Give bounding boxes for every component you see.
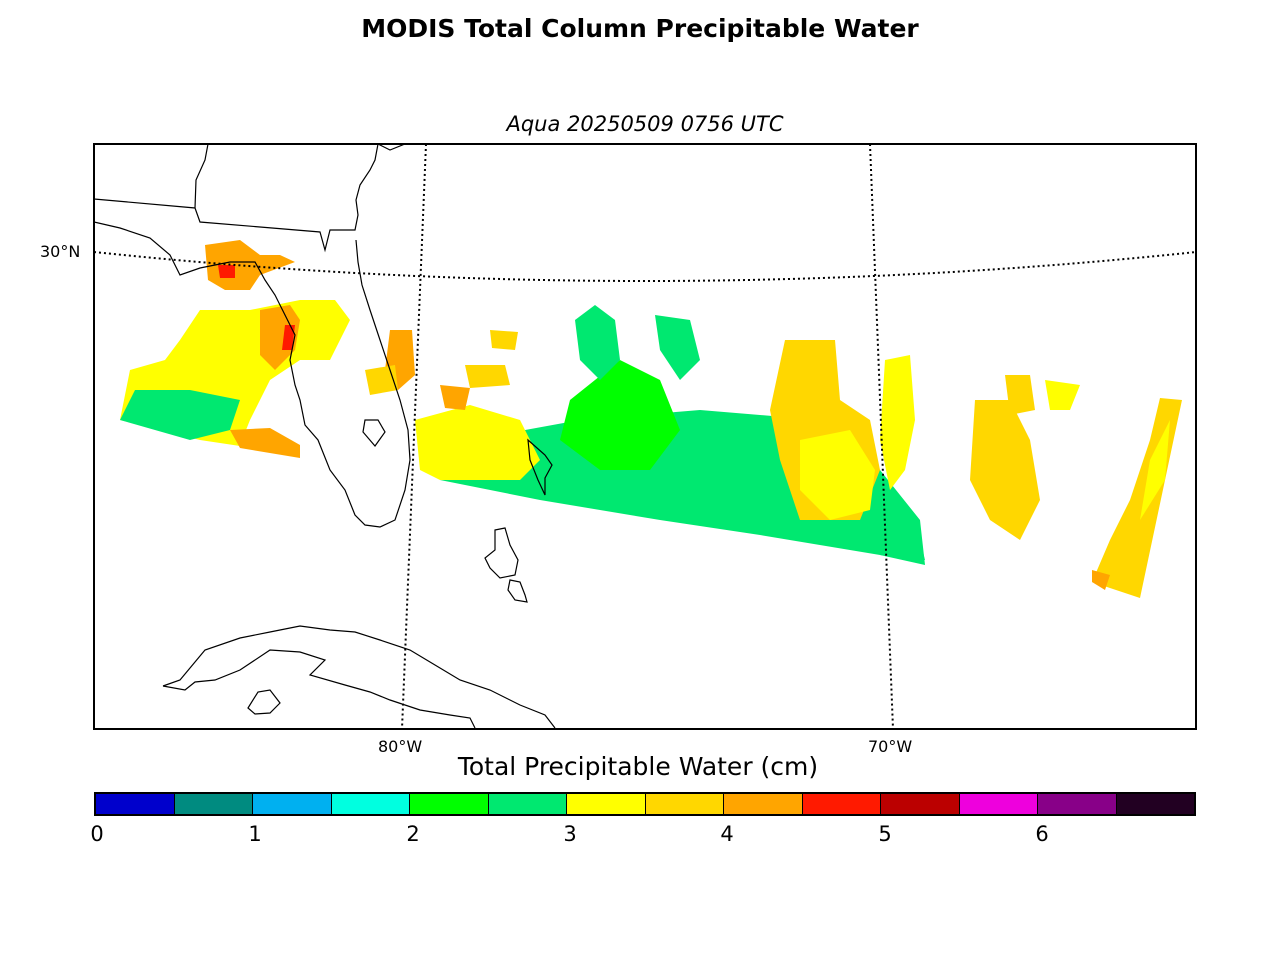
gulf-orange-region	[260, 305, 300, 370]
colorbar-segment	[645, 794, 724, 814]
gulf-orange-south	[230, 428, 300, 458]
swath-yellow-east-3	[1005, 375, 1035, 415]
lon-label-80w: 80°W	[378, 737, 423, 756]
colorbar-tick-2: 2	[406, 822, 420, 846]
gulf-red-spot	[282, 325, 295, 350]
colorbar-segment	[802, 794, 881, 814]
colorbar-segment	[488, 794, 567, 814]
gulf-green-region	[120, 390, 240, 440]
colorbar-title: Total Precipitable Water (cm)	[457, 752, 819, 781]
bahamas-gold-patch-2	[490, 330, 518, 350]
chart-title: MODIS Total Column Precipitable Water	[361, 14, 919, 43]
colorbar-tick-6: 6	[1035, 822, 1049, 846]
swath-green-strip	[655, 315, 700, 380]
colorbar-segment	[724, 794, 803, 814]
swath-yellow-east-2	[970, 400, 1040, 540]
swath-east-strip-orange	[1092, 570, 1110, 590]
colorbar-segment	[331, 794, 410, 814]
swath-orange-west	[440, 385, 470, 410]
map-frame	[93, 143, 1197, 730]
colorbar-segment	[410, 794, 489, 814]
colorbar-segment	[96, 794, 175, 814]
lat-label-30n: 30°N	[40, 242, 81, 261]
swath-yellow-east	[800, 430, 875, 520]
colorbar-segment	[567, 794, 646, 814]
colorbar-segment	[959, 794, 1038, 814]
data-swath	[120, 240, 1182, 598]
gulf-north-red	[218, 265, 235, 278]
colorbar-tick-4: 4	[720, 822, 734, 846]
swath-yellow-mid	[880, 355, 915, 490]
colorbar-segment	[1038, 794, 1117, 814]
colorbar-tick-5: 5	[878, 822, 892, 846]
colorbar-tick-3: 3	[563, 822, 577, 846]
atlantic-gold-patch	[365, 365, 398, 395]
swath-bright-green-north	[575, 305, 620, 380]
swath-yellow-west	[415, 405, 540, 480]
colorbar	[94, 792, 1196, 816]
lon-label-70w: 70°W	[868, 737, 913, 756]
colorbar-tick-1: 1	[248, 822, 262, 846]
colorbar-segment	[253, 794, 332, 814]
colorbar-tick-0: 0	[90, 822, 104, 846]
swath-green-east	[880, 520, 925, 560]
swath-yellow-northeast	[1045, 380, 1080, 410]
graticule	[93, 143, 1197, 730]
colorbar-segment	[881, 794, 960, 814]
coastlines	[94, 144, 556, 729]
chart-subtitle: Aqua 20250509 0756 UTC	[506, 112, 784, 136]
parallel-30n	[93, 251, 1197, 282]
bahamas-gold-patch	[465, 365, 510, 388]
swath-east-strip-yellow	[1140, 420, 1170, 520]
colorbar-segment	[174, 794, 253, 814]
colorbar-segment	[1116, 794, 1194, 814]
swath-bright-green-region	[560, 360, 680, 470]
